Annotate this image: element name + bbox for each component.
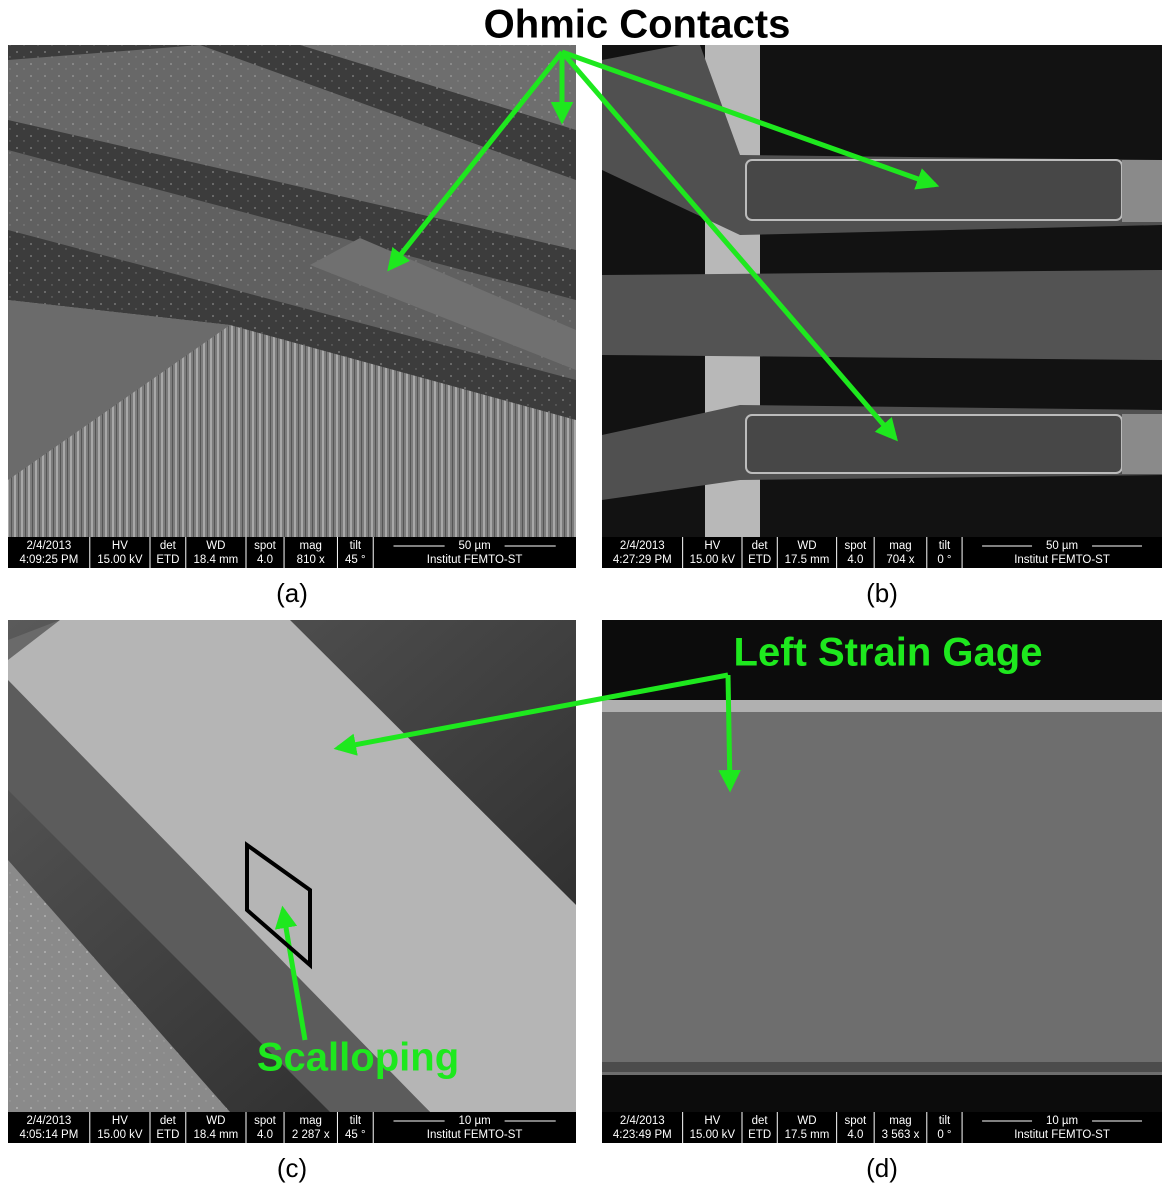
info-scale: 10 µm	[459, 1115, 491, 1127]
title: Ohmic Contacts	[484, 3, 791, 47]
info-header: WD	[797, 1115, 816, 1127]
info-header: det	[160, 540, 177, 552]
arrow	[561, 49, 940, 190]
info-value: 18.4 mm	[194, 554, 239, 566]
info-header: tilt	[939, 540, 951, 552]
info-bar-bg	[602, 1112, 1162, 1143]
info-header: mag	[300, 1115, 322, 1127]
info-value: 4.0	[257, 1129, 273, 1141]
info-value: 45 °	[345, 1129, 366, 1141]
info-value: 17.5 mm	[785, 554, 830, 566]
info-scale: 50 µm	[1046, 540, 1078, 552]
info-header: spot	[845, 1115, 868, 1127]
panel-label: (b)	[866, 578, 898, 608]
info-value: 704 x	[886, 554, 914, 566]
arrow	[274, 905, 308, 1041]
strain-gage-label: Left Strain Gage	[734, 631, 1043, 675]
info-scale: 10 µm	[1046, 1115, 1078, 1127]
info-value: 45 °	[345, 554, 366, 566]
sem-image-c	[8, 620, 576, 1112]
info-header: tilt	[350, 1115, 362, 1127]
info-time: 4:23:49 PM	[613, 1129, 672, 1141]
info-institute: Institut FEMTO-ST	[1014, 554, 1110, 566]
info-header: HV	[704, 1115, 720, 1127]
info-institute: Institut FEMTO-ST	[1014, 1129, 1110, 1141]
info-value: 0 °	[937, 554, 951, 566]
info-value: 3 563 x	[882, 1129, 920, 1141]
panel-label: (a)	[276, 578, 308, 608]
sem-image-d	[602, 620, 1162, 1112]
info-bar-bg	[8, 537, 576, 568]
info-value: 810 x	[297, 554, 325, 566]
info-value: ETD	[156, 1129, 179, 1141]
info-header: mag	[300, 540, 322, 552]
info-value: 15.00 kV	[690, 554, 736, 566]
info-header: tilt	[939, 1115, 951, 1127]
info-header: WD	[206, 1115, 225, 1127]
info-institute: Institut FEMTO-ST	[427, 554, 523, 566]
info-value: 15.00 kV	[97, 554, 143, 566]
panel-label: (c)	[277, 1153, 307, 1183]
info-bar: 2/4/2013 4:05:14 PM HV 15.00 kV det ETD WD 18.4…	[8, 1112, 576, 1143]
info-header: mag	[889, 1115, 911, 1127]
info-time: 4:05:14 PM	[19, 1129, 78, 1141]
info-header: det	[160, 1115, 177, 1127]
info-value: ETD	[748, 554, 771, 566]
info-header: HV	[112, 540, 128, 552]
info-date: 2/4/2013	[620, 540, 665, 552]
arrows	[274, 49, 940, 1041]
scalloping-label: Scalloping	[257, 1036, 459, 1080]
info-value: 18.4 mm	[194, 1129, 239, 1141]
info-value: 2 287 x	[292, 1129, 330, 1141]
info-bar: 2/4/2013 4:27:29 PM HV 15.00 kV det ETD WD 17.5…	[602, 537, 1162, 568]
scalloping-box	[245, 841, 312, 970]
info-value: 4.0	[847, 1129, 863, 1141]
info-time: 4:09:25 PM	[19, 554, 78, 566]
info-date: 2/4/2013	[27, 1115, 72, 1127]
panel-label: (d)	[866, 1153, 898, 1183]
info-header: spot	[254, 540, 277, 552]
info-header: mag	[889, 540, 911, 552]
arrow	[560, 50, 898, 442]
info-header: tilt	[350, 540, 362, 552]
info-time: 4:27:29 PM	[613, 554, 672, 566]
arrow	[718, 674, 741, 793]
info-header: WD	[797, 540, 816, 552]
info-value: 15.00 kV	[97, 1129, 143, 1141]
info-header: HV	[112, 1115, 128, 1127]
info-header: spot	[254, 1115, 277, 1127]
sem-image-a	[8, 45, 576, 537]
arrow	[333, 672, 729, 756]
info-date: 2/4/2013	[620, 1115, 665, 1127]
sem-image-b	[602, 45, 1162, 537]
info-value: 4.0	[847, 554, 863, 566]
info-scale: 50 µm	[459, 540, 491, 552]
info-bar-bg	[8, 1112, 576, 1143]
info-value: 0 °	[937, 1129, 951, 1141]
info-header: det	[752, 540, 769, 552]
arrow	[387, 50, 564, 272]
info-value: 15.00 kV	[690, 1129, 736, 1141]
info-header: spot	[845, 540, 868, 552]
info-bars: 2/4/2013 4:09:25 PM HV 15.00 kV det ETD WD 18.4…	[8, 537, 1162, 1183]
info-header: det	[752, 1115, 769, 1127]
info-institute: Institut FEMTO-ST	[427, 1129, 523, 1141]
info-bar-bg	[602, 537, 1162, 568]
info-date: 2/4/2013	[27, 540, 72, 552]
info-bar: 2/4/2013 4:09:25 PM HV 15.00 kV det ETD WD 18.4…	[8, 537, 576, 568]
info-value: ETD	[156, 554, 179, 566]
info-header: HV	[704, 540, 720, 552]
info-bar: 2/4/2013 4:23:49 PM HV 15.00 kV det ETD WD 17.5…	[602, 1112, 1162, 1143]
info-value: 17.5 mm	[785, 1129, 830, 1141]
info-header: WD	[206, 540, 225, 552]
info-value: 4.0	[257, 554, 273, 566]
info-value: ETD	[748, 1129, 771, 1141]
